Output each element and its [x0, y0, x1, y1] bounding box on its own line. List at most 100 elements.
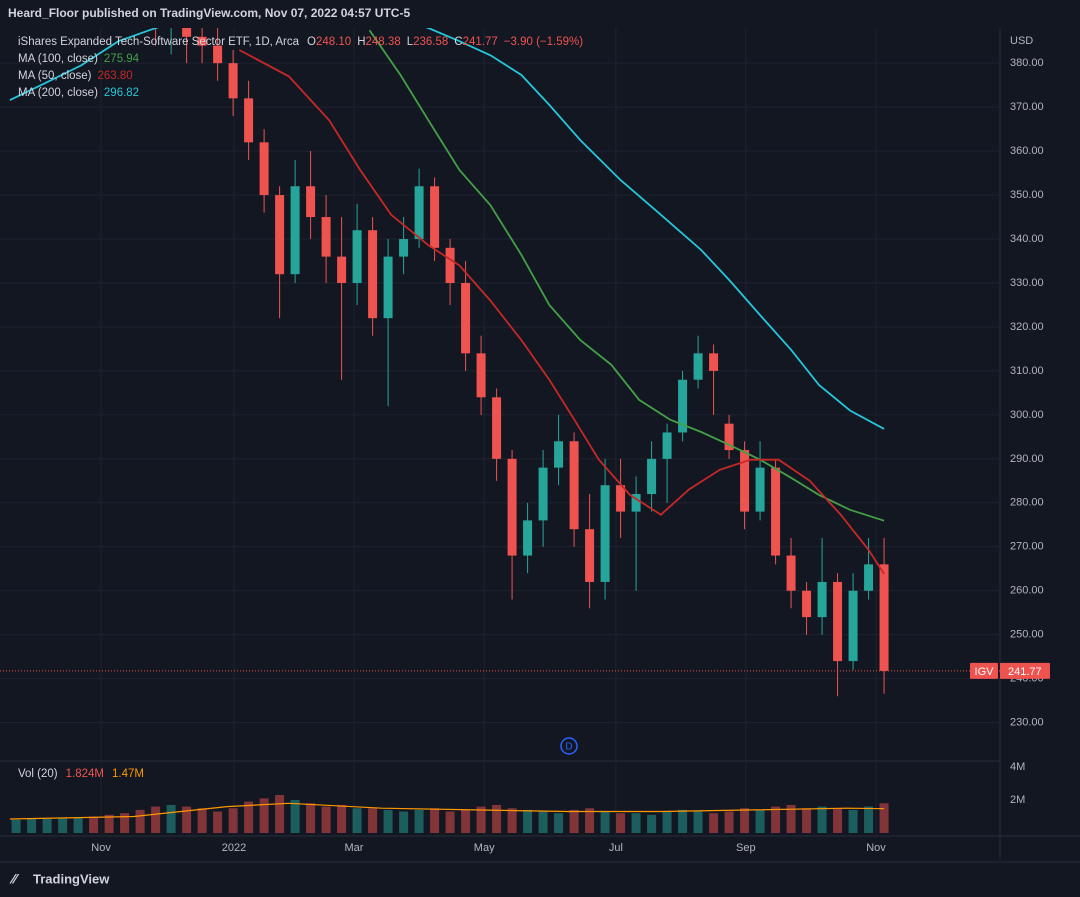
- volume-bar: [383, 809, 393, 833]
- footer-logo: ⁄⁄ TradingView: [9, 871, 110, 887]
- candle-body: [755, 467, 765, 512]
- y-tick-label: 370.00: [1010, 101, 1044, 113]
- volume-bar: [585, 808, 595, 833]
- y-tick-label: 300.00: [1010, 409, 1044, 421]
- volume-bar: [600, 811, 610, 833]
- volume-bar: [228, 808, 238, 833]
- candle-body: [430, 186, 440, 248]
- ma-line: [9, 28, 885, 430]
- volume-bar: [213, 811, 223, 833]
- event-circle[interactable]: [560, 737, 578, 755]
- y-tick-label: 250.00: [1010, 629, 1044, 641]
- ohlc-value: 248.10: [316, 36, 351, 48]
- x-tick-label: Mar: [345, 842, 364, 854]
- ma-line: [238, 49, 885, 575]
- volume-bar: [399, 811, 409, 833]
- candle-body: [709, 353, 719, 371]
- x-tick-label: Nov: [91, 842, 111, 854]
- ohlc-value: 248.38: [366, 36, 401, 48]
- volume-bar: [786, 804, 796, 833]
- axes: 230.00240.00250.00260.00270.00280.00290.…: [91, 57, 1050, 854]
- x-tick-label: Jul: [609, 842, 623, 854]
- ma-legend-name: MA (50, close): [18, 70, 92, 82]
- volume-bar: [151, 806, 161, 833]
- volume-bar: [554, 813, 564, 833]
- candle-body: [368, 230, 378, 319]
- candle-body: [616, 485, 626, 512]
- candle-body: [228, 63, 238, 99]
- candle-body: [724, 423, 734, 451]
- candle-body: [554, 441, 564, 468]
- volume-bar: [275, 795, 285, 833]
- volume-bar: [135, 809, 145, 833]
- volume-bar: [569, 809, 579, 833]
- x-tick-label: Nov: [866, 842, 886, 854]
- symbol-line: iShares Expanded Tech-Software Sector ET…: [18, 36, 300, 48]
- volume-bar: [833, 808, 843, 833]
- symbol-label: IGV: [975, 666, 995, 678]
- y-tick-label: 280.00: [1010, 497, 1044, 509]
- ma-line: [368, 29, 885, 522]
- last-price-label: 241.77: [1008, 666, 1042, 678]
- ma-legend-name: MA (100, close): [18, 53, 98, 65]
- volume-bar: [461, 809, 471, 833]
- volume-bar: [445, 811, 455, 833]
- volume-bar: [492, 804, 502, 833]
- candle-body: [848, 590, 858, 662]
- volume-bar: [42, 818, 52, 833]
- volume-bar: [848, 809, 858, 833]
- event-marker[interactable]: D: [560, 737, 578, 755]
- y-tick-label: 380.00: [1010, 57, 1044, 69]
- volume-bar: [120, 813, 130, 833]
- candle-body: [244, 98, 254, 143]
- candle-body: [600, 485, 610, 582]
- candle-body: [507, 458, 517, 556]
- candle-body: [786, 555, 796, 591]
- volume-bar: [476, 806, 486, 833]
- candle-body: [414, 186, 424, 240]
- volume-bar: [321, 806, 331, 833]
- candle-body: [182, 28, 192, 37]
- candle-body: [290, 186, 300, 275]
- candle-body: [569, 441, 579, 530]
- ohlc-key: C: [454, 36, 462, 48]
- volume-bar: [693, 811, 703, 833]
- volume-bar: [368, 808, 378, 833]
- candle-body: [647, 458, 657, 495]
- candle-body: [693, 353, 703, 380]
- ohlc-key: O: [307, 36, 316, 48]
- volume-tick-label: 4M: [1010, 761, 1025, 773]
- candle-body: [399, 239, 409, 257]
- volume-bar: [244, 801, 254, 833]
- candle-body: [337, 256, 347, 283]
- volume-tick-label: 2M: [1010, 794, 1025, 806]
- volume-bar: [290, 799, 300, 833]
- volume-bar: [802, 808, 812, 833]
- volume-bar: [647, 814, 657, 833]
- legend: iShares Expanded Tech-Software Sector ET…: [18, 36, 583, 780]
- candle-body: [538, 467, 548, 521]
- ohlc-value: 241.77: [463, 36, 498, 48]
- publisher-line: Heard_Floor published on TradingView.com…: [8, 6, 410, 20]
- ohlc-key: L: [407, 36, 414, 48]
- candle-body: [740, 450, 750, 512]
- candle-body: [461, 282, 471, 354]
- event-label[interactable]: D: [565, 742, 572, 753]
- volume-bar: [740, 808, 750, 833]
- volume-bar: [430, 808, 440, 833]
- x-tick-label: 2022: [222, 842, 246, 854]
- ohlc-value: 236.58: [413, 36, 448, 48]
- y-tick-label: 360.00: [1010, 145, 1044, 157]
- volume-bar: [414, 809, 424, 833]
- volume-bar: [352, 808, 362, 833]
- volume-value: 1.824M: [66, 768, 104, 780]
- x-tick-label: May: [474, 842, 495, 854]
- candle-body: [523, 520, 533, 556]
- volume-bar: [879, 803, 889, 833]
- candle-body: [492, 397, 502, 459]
- y-tick-label: 320.00: [1010, 321, 1044, 333]
- candle-body: [879, 564, 889, 671]
- candle-body: [445, 247, 455, 283]
- candle-body: [213, 45, 223, 64]
- ma-legend-value: 296.82: [104, 87, 139, 99]
